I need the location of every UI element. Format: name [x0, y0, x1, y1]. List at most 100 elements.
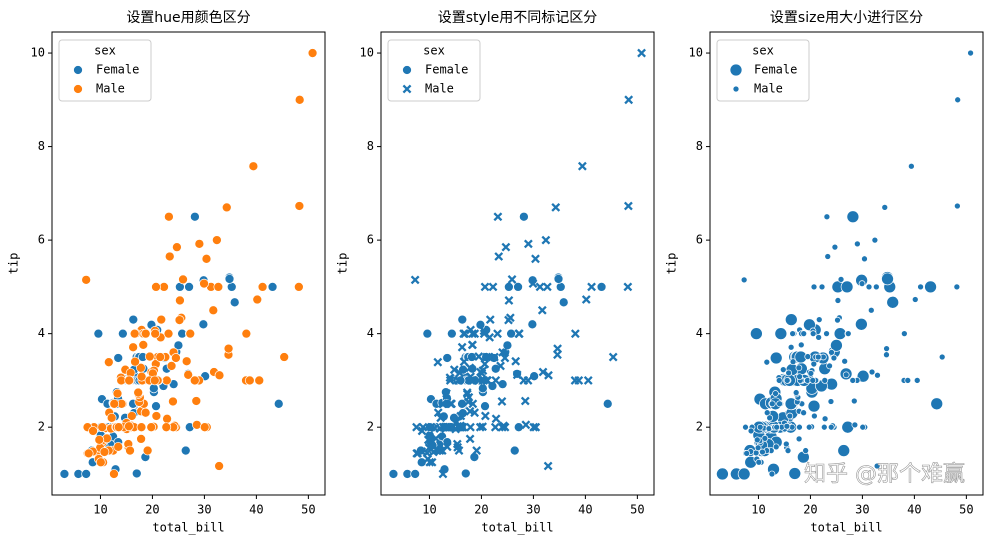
point: [851, 421, 859, 429]
point: [498, 347, 507, 357]
point: [131, 468, 142, 479]
y-tick-label: 10: [31, 46, 45, 60]
point: [881, 272, 894, 286]
point: [457, 314, 468, 325]
panel: 设置hue用颜色区分 10 20 30 40 50 2 4 6 8 10 total_bill tip s…: [7, 9, 326, 535]
point: [307, 48, 318, 58]
point: [913, 377, 921, 384]
point: [223, 343, 234, 354]
point: [103, 357, 114, 368]
panel: 设置style用不同标记区分 10 20 30 40 50 2 4 6 8 10 total_bill…: [336, 10, 655, 535]
point: [807, 370, 815, 377]
point: [637, 48, 646, 58]
point: [570, 329, 580, 339]
point: [482, 352, 492, 362]
point: [480, 401, 490, 411]
point: [596, 282, 607, 292]
point: [465, 434, 475, 444]
point: [446, 399, 456, 409]
point: [846, 210, 860, 224]
legend-box: [58, 39, 152, 102]
point: [189, 375, 200, 386]
point: [818, 283, 826, 291]
point: [608, 352, 618, 362]
point: [454, 446, 464, 455]
legend-marker: [729, 63, 743, 77]
point: [113, 441, 124, 452]
point: [834, 297, 842, 304]
point: [214, 461, 224, 471]
point: [872, 283, 880, 291]
point: [883, 351, 890, 359]
point: [796, 423, 803, 431]
point: [470, 408, 480, 418]
x-tick-label: 10: [93, 503, 107, 517]
y-tick-label: 6: [696, 233, 703, 247]
point: [456, 411, 466, 421]
point: [531, 254, 540, 264]
x-tick-label: 10: [422, 503, 436, 517]
point: [538, 367, 548, 377]
point: [452, 439, 462, 449]
y-tick-label: 8: [696, 139, 703, 153]
point: [809, 330, 817, 338]
point: [480, 359, 490, 369]
point: [174, 315, 185, 325]
point: [146, 422, 157, 433]
point: [166, 361, 177, 371]
point: [754, 444, 762, 452]
point: [109, 469, 119, 479]
point: [475, 319, 486, 330]
point: [190, 211, 200, 222]
point: [129, 328, 140, 339]
point: [156, 314, 167, 325]
point: [953, 283, 961, 291]
point: [954, 202, 961, 210]
point: [482, 376, 492, 385]
axes-frame: [51, 31, 326, 496]
y-tick-label: 4: [696, 326, 703, 340]
point: [484, 352, 494, 362]
point: [772, 443, 780, 451]
x-tick-label: 30: [197, 503, 211, 517]
point: [850, 397, 858, 405]
point: [537, 305, 547, 315]
point: [151, 282, 161, 292]
point: [148, 383, 159, 394]
point: [511, 356, 521, 366]
point: [531, 422, 541, 432]
point: [241, 328, 252, 339]
point: [924, 280, 937, 294]
point: [294, 94, 305, 105]
point: [226, 282, 237, 292]
point: [175, 295, 185, 306]
x-axis-label: total_bill: [481, 521, 553, 535]
point: [795, 364, 803, 372]
point: [142, 445, 153, 456]
point: [446, 328, 457, 339]
point: [497, 397, 507, 406]
point: [388, 469, 399, 479]
point: [140, 328, 151, 339]
point: [830, 338, 843, 352]
y-tick-label: 8: [38, 139, 45, 153]
point: [800, 409, 807, 417]
point: [224, 274, 235, 284]
point: [423, 435, 433, 445]
point: [294, 282, 304, 292]
point: [88, 426, 98, 436]
axes-frame: [380, 31, 655, 496]
point: [485, 315, 495, 325]
point: [759, 448, 766, 456]
point: [478, 422, 488, 432]
point: [181, 356, 192, 367]
point: [95, 457, 106, 468]
point: [802, 447, 809, 454]
point: [831, 243, 839, 251]
point: [811, 412, 818, 420]
point: [868, 368, 876, 376]
legend-label: Female: [425, 63, 468, 77]
point: [784, 447, 792, 454]
legend-marker: [73, 84, 83, 94]
